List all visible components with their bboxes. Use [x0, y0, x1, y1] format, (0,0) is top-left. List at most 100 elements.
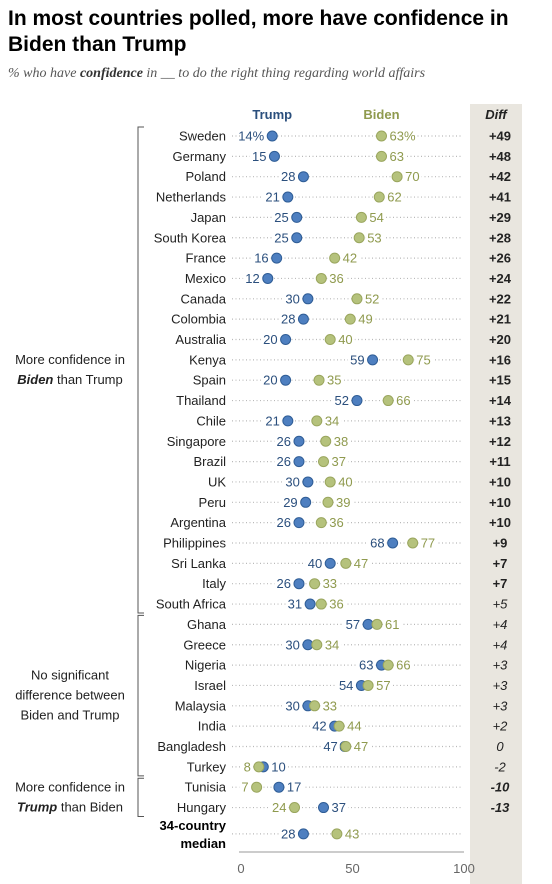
legend-trump: Trump: [252, 107, 292, 122]
biden-dot: [382, 659, 394, 671]
biden-dot: [313, 374, 325, 386]
biden-value-label: 49: [358, 312, 372, 327]
country-label: Italy: [202, 576, 226, 591]
biden-dot: [371, 618, 383, 630]
trump-value-label: 25: [274, 210, 288, 225]
trump-dot: [280, 334, 292, 345]
biden-dot: [375, 150, 387, 162]
biden-value-label: 36: [329, 271, 343, 286]
biden-value-label: 37: [332, 454, 346, 469]
biden-value-label: 53: [367, 230, 381, 245]
trump-dot: [268, 150, 280, 162]
trump-value-label: 28: [281, 312, 295, 327]
trump-dot: [324, 557, 336, 569]
country-label: Thailand: [176, 393, 226, 408]
country-label: Japan: [191, 210, 226, 225]
value-label-background: [278, 168, 298, 185]
country-label: France: [186, 251, 226, 266]
diff-value: +10: [489, 495, 511, 510]
country-label: Sri Lanka: [171, 556, 227, 571]
value-label-background: [322, 636, 342, 653]
value-label-background: [325, 372, 344, 389]
trump-dot: [297, 313, 309, 325]
value-label-background: [362, 290, 382, 307]
diff-value: +4: [493, 637, 508, 652]
trump-dot: [297, 171, 309, 183]
subtitle-suffix: in __ to do the right thing regarding wo…: [142, 66, 426, 81]
x-tick-label: 50: [345, 861, 359, 876]
country-label: Sweden: [179, 129, 226, 144]
biden-dot: [315, 517, 327, 529]
diff-value: +4: [493, 617, 508, 632]
biden-value-label: 40: [338, 474, 352, 489]
value-label-background: [241, 758, 253, 775]
trump-dot: [262, 272, 274, 284]
country-label: Germany: [173, 149, 227, 164]
value-label-background: [345, 718, 364, 735]
country-label: Netherlands: [156, 190, 227, 205]
country-label: South Africa: [156, 597, 227, 612]
biden-value-label: 66: [396, 658, 410, 673]
trump-dot: [293, 517, 305, 529]
diff-value: +22: [489, 291, 511, 306]
trump-value-label: 37: [332, 800, 346, 815]
trump-dot: [351, 395, 363, 407]
biden-value-label: 62: [387, 190, 401, 205]
trump-value-label: 40: [308, 556, 322, 571]
biden-dot: [402, 354, 414, 366]
value-label-background: [274, 575, 293, 592]
trump-value-label: 54: [339, 678, 353, 693]
biden-dot: [355, 211, 367, 223]
biden-dot: [329, 252, 341, 264]
biden-value-label: 7: [241, 780, 248, 795]
value-label-background: [285, 596, 305, 613]
x-tick-label: 0: [237, 861, 244, 876]
biden-dot: [318, 456, 330, 468]
diff-value: +14: [489, 393, 512, 408]
value-label-background: [272, 209, 291, 226]
biden-value-label: 42: [343, 251, 357, 266]
trump-value-label: 26: [277, 454, 291, 469]
biden-dot: [309, 700, 321, 712]
biden-dot: [311, 639, 323, 651]
value-label-background: [322, 412, 342, 429]
biden-dot: [375, 130, 387, 142]
diff-value: +49: [489, 129, 511, 144]
biden-value-label: 39: [336, 495, 350, 510]
trump-value-label: 20: [263, 332, 277, 347]
trump-value-label: 17: [287, 780, 301, 795]
country-label: Chile: [196, 413, 226, 428]
value-label-background: [394, 657, 413, 674]
trump-value-label: 30: [285, 474, 299, 489]
biden-dot: [407, 537, 419, 549]
biden-value-label: 47: [354, 739, 368, 754]
value-label-background: [310, 718, 329, 735]
biden-dot: [251, 781, 263, 793]
biden-value-label: 63: [389, 149, 403, 164]
trump-dot: [367, 354, 379, 366]
diff-value: +26: [489, 251, 511, 266]
value-label-background: [281, 494, 300, 511]
chart-subtitle: % who have confidence in __ to do the ri…: [8, 66, 425, 82]
value-label-background: [343, 616, 363, 633]
value-label-background: [283, 290, 302, 307]
diff-value: -2: [494, 759, 506, 774]
country-label: Philippines: [163, 536, 226, 551]
diff-value: +3: [493, 678, 509, 693]
biden-value-label: 63%: [389, 129, 415, 144]
diff-value: 0: [496, 739, 504, 754]
trump-dot: [273, 781, 285, 793]
value-label-background: [333, 494, 353, 511]
value-label-background: [394, 392, 413, 409]
value-label-background: [329, 799, 349, 816]
group-label-line: difference between: [15, 688, 125, 703]
country-label: Turkey: [187, 759, 227, 774]
country-label: Greece: [183, 637, 226, 652]
trump-dot: [297, 828, 309, 840]
biden-dot: [362, 679, 374, 691]
value-label-background: [252, 250, 271, 267]
subtitle-prefix: % who have: [8, 66, 80, 81]
biden-value-label: 44: [347, 719, 361, 734]
value-label-background: [387, 128, 414, 144]
biden-value-label: 38: [334, 434, 348, 449]
